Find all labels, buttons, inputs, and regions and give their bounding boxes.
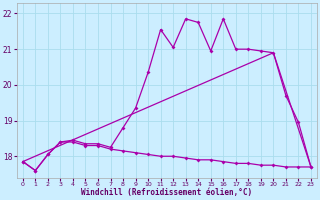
X-axis label: Windchill (Refroidissement éolien,°C): Windchill (Refroidissement éolien,°C) xyxy=(81,188,252,197)
